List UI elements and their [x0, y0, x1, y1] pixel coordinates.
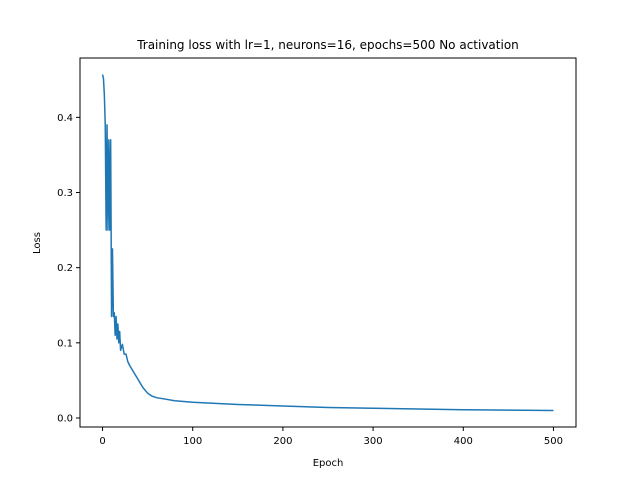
y-tick-label: 0.2 — [57, 263, 73, 274]
y-tick-label: 0.4 — [57, 113, 73, 124]
x-axis-label: Epoch — [313, 458, 344, 469]
y-axis: 0.0 0.1 0.2 0.3 0.4 — [57, 113, 80, 424]
x-tick-label: 200 — [273, 436, 292, 447]
chart-title: Training loss with lr=1, neurons=16, epo… — [136, 38, 519, 52]
axes-frame — [79, 57, 577, 428]
x-axis: 0 100 200 300 400 500 — [99, 427, 563, 447]
loss-series-line — [101, 74, 554, 412]
y-tick-label: 0.1 — [57, 338, 73, 349]
x-tick-label: 400 — [454, 436, 473, 447]
series-layer — [101, 74, 554, 412]
y-tick-label: 0.0 — [57, 413, 73, 424]
y-tick-label: 0.3 — [57, 188, 73, 199]
x-tick-label: 300 — [364, 436, 383, 447]
x-tick-label: 0 — [99, 436, 105, 447]
x-tick-label: 500 — [544, 436, 563, 447]
x-tick-label: 100 — [183, 436, 202, 447]
y-axis-label: Loss — [32, 232, 43, 254]
